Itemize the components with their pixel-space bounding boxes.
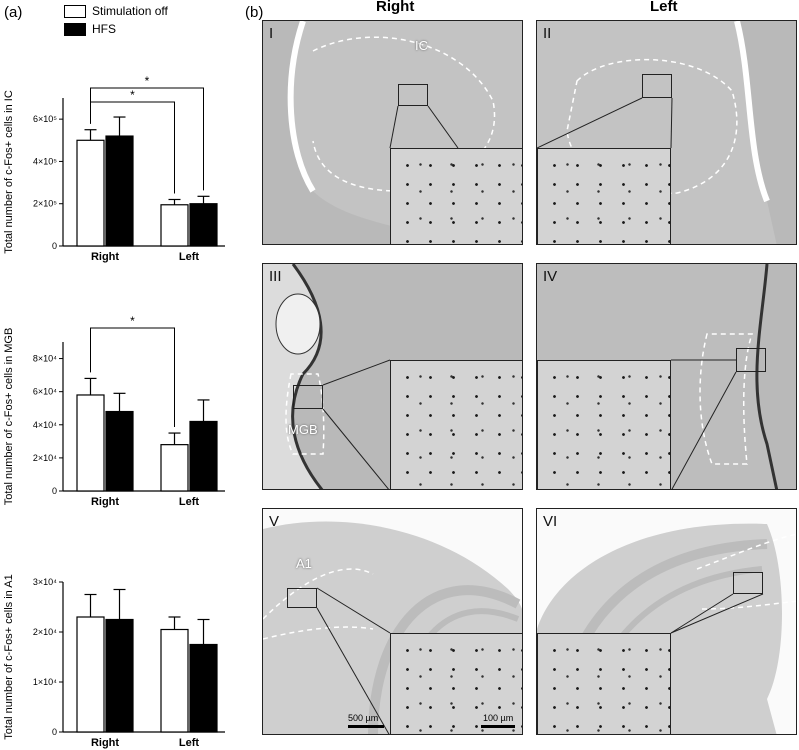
zoom-lines bbox=[671, 359, 737, 489]
y-tick-label: 0 bbox=[52, 241, 57, 251]
y-axis-label: Total number of c-Fos+ cells in IC bbox=[3, 90, 15, 254]
y-tick-label: 4×10⁴ bbox=[33, 420, 57, 430]
zoom-lines bbox=[322, 359, 391, 489]
panel-numeral: VI bbox=[543, 513, 558, 530]
roi-box bbox=[642, 74, 672, 98]
roi-box bbox=[398, 84, 428, 106]
micrograph-panel-iii: III MGB bbox=[262, 263, 523, 490]
y-tick-label: 2×10⁵ bbox=[33, 199, 57, 209]
bar bbox=[76, 616, 105, 733]
y-tick-label: 2×10⁴ bbox=[33, 453, 57, 463]
scalebar-label: 100 µm bbox=[483, 713, 514, 723]
magnified-inset bbox=[390, 148, 522, 244]
legend-label: HFS bbox=[92, 22, 116, 36]
significance-star: * bbox=[130, 314, 135, 328]
region-label-mgb: MGB bbox=[288, 422, 318, 437]
x-tick-label: Right bbox=[91, 251, 119, 263]
roi-box bbox=[736, 348, 766, 372]
bar-charts: 0 2×10⁵ 4×10⁵ 6×10⁵ Total number of c-Fos+ c… bbox=[3, 74, 225, 749]
y-tick-label: 0 bbox=[52, 727, 57, 737]
micrograph-panel-v: V A1 500 µm 100 µm bbox=[262, 508, 523, 735]
x-tick-label: Left bbox=[179, 496, 200, 508]
roi-box bbox=[733, 572, 763, 594]
zoom-lines bbox=[670, 593, 764, 634]
micrograph-panel-i: I IC bbox=[262, 20, 523, 245]
y-tick-label: 1×10⁴ bbox=[33, 677, 57, 687]
bar bbox=[160, 628, 189, 733]
bar bbox=[189, 420, 218, 492]
y-tick-label: 6×10⁴ bbox=[33, 387, 57, 397]
legend-swatch-black bbox=[64, 22, 86, 36]
panel-numeral: I bbox=[269, 25, 274, 42]
magnified-inset bbox=[537, 148, 671, 244]
micrograph-panel-vi: VI bbox=[536, 508, 797, 735]
bar bbox=[189, 203, 218, 247]
panel-numeral: II bbox=[543, 25, 552, 42]
scalebar-label: 500 µm bbox=[348, 713, 379, 723]
panel-label-b: (b) bbox=[245, 4, 264, 21]
column-header-right: Right bbox=[376, 0, 415, 15]
y-tick-label: 0 bbox=[52, 486, 57, 496]
x-tick-label: Left bbox=[179, 251, 200, 263]
bar bbox=[160, 204, 189, 247]
y-axis-label: Total number of c-Fos+ cells in A1 bbox=[3, 574, 15, 739]
magnified-inset bbox=[537, 633, 671, 734]
x-tick-label: Right bbox=[91, 737, 119, 749]
zoom-lines bbox=[316, 587, 391, 734]
legend-item-stimulation-off: Stimulation off bbox=[64, 4, 168, 18]
micrograph-panel-ii: II bbox=[536, 20, 797, 245]
significance-star: * bbox=[145, 74, 150, 88]
magnified-inset bbox=[390, 360, 522, 489]
legend-label: Stimulation off bbox=[92, 4, 168, 18]
legend-swatch-white bbox=[64, 4, 86, 18]
magnified-inset bbox=[390, 633, 522, 734]
zoom-lines bbox=[389, 105, 459, 149]
significance-bracket bbox=[90, 327, 175, 428]
micrograph-panel-iv: IV bbox=[536, 263, 797, 490]
zoom-lines bbox=[537, 97, 673, 149]
bar bbox=[105, 135, 134, 247]
bar bbox=[76, 139, 105, 247]
tissue-outline bbox=[263, 264, 325, 489]
x-tick-label: Right bbox=[91, 496, 119, 508]
y-tick-label: 6×10⁵ bbox=[33, 114, 57, 124]
y-tick-label: 2×10⁴ bbox=[33, 627, 57, 637]
bar bbox=[105, 618, 134, 733]
panel-numeral: V bbox=[269, 513, 280, 530]
panel-numeral: III bbox=[269, 268, 282, 285]
significance-bracket bbox=[90, 87, 204, 191]
roi-box bbox=[287, 588, 317, 608]
panel-label-a: (a) bbox=[4, 4, 23, 21]
bar bbox=[160, 444, 189, 492]
scalebar-100 bbox=[481, 725, 515, 728]
bar bbox=[189, 643, 218, 733]
magnified-inset bbox=[537, 360, 671, 489]
column-header-left: Left bbox=[650, 0, 678, 15]
y-tick-label: 3×10⁴ bbox=[33, 577, 57, 587]
y-axis-label: Total number of c-Fos+ cells in MGB bbox=[3, 328, 15, 506]
panel-numeral: IV bbox=[543, 268, 558, 285]
significance-star: * bbox=[130, 88, 135, 102]
x-tick-label: Left bbox=[179, 737, 200, 749]
legend-item-hfs: HFS bbox=[64, 22, 116, 36]
y-tick-label: 4×10⁵ bbox=[33, 156, 57, 166]
y-tick-label: 8×10⁴ bbox=[33, 354, 57, 364]
bar bbox=[76, 394, 105, 492]
roi-box bbox=[293, 385, 323, 409]
bar bbox=[105, 410, 134, 492]
region-label-a1: A1 bbox=[296, 556, 312, 571]
scalebar-500 bbox=[348, 725, 384, 728]
region-label-ic: IC bbox=[415, 38, 428, 53]
